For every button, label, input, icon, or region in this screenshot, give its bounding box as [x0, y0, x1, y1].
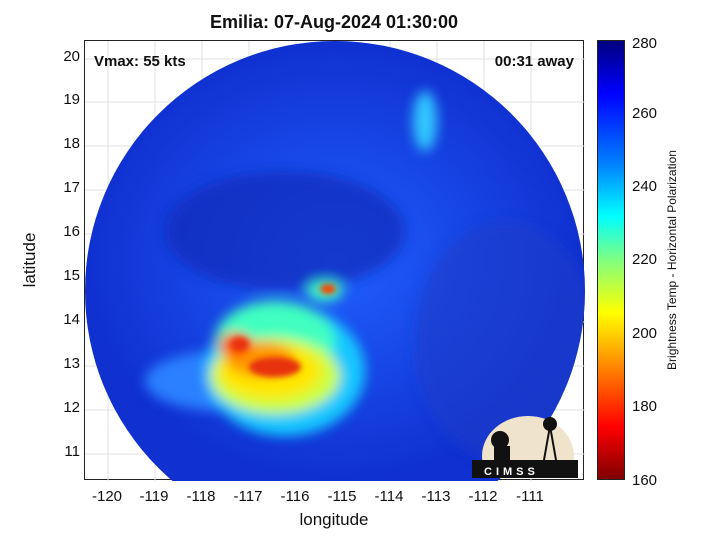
y-tick: 13: [63, 355, 80, 372]
y-tick: 14: [63, 311, 80, 328]
colorbar-tick: 200: [632, 325, 658, 342]
y-tick: 15: [63, 267, 80, 284]
colorbar-tick: 240: [632, 178, 658, 195]
vmax-label: Vmax: 55 kts: [94, 53, 186, 70]
colorbar-tick: 160: [632, 472, 658, 489]
x-tick: -114: [374, 488, 404, 505]
y-tick: 20: [63, 48, 80, 65]
x-tick: -113: [421, 488, 451, 505]
x-tick: -116: [280, 488, 310, 505]
x-tick: -115: [327, 488, 357, 505]
brightness-temperature-map: [85, 41, 585, 481]
time-offset-label: 00:31 away: [494, 53, 574, 70]
colorbar-tick: 180: [632, 398, 658, 415]
map-title: Emilia: 07-Aug-2024 01:30:00: [209, 12, 459, 32]
colorbar-label: Brightness Temp - Horizontal Polarizatio…: [665, 150, 679, 370]
x-axis-label: longitude: [299, 510, 369, 529]
x-tick: -118: [186, 488, 216, 505]
x-tick: -111: [516, 488, 544, 505]
x-tick: -112: [468, 488, 498, 505]
microwave-swath: [85, 41, 585, 481]
y-tick: 12: [63, 399, 80, 416]
colorbar-tick: 280: [632, 35, 658, 52]
colorbar-tick: 220: [632, 251, 658, 268]
y-tick: 11: [64, 443, 80, 460]
y-axis-label: latitude: [20, 232, 39, 288]
colorbar-tick: 260: [632, 105, 658, 122]
cimss-logo: [472, 416, 578, 478]
x-tick: -120: [91, 488, 123, 505]
x-tick: -119: [139, 488, 169, 505]
y-tick: 18: [63, 135, 80, 152]
logo-text: CIMSS: [484, 466, 539, 478]
y-tick: 17: [63, 179, 80, 196]
y-tick: 19: [63, 91, 80, 108]
colorbar: [597, 40, 625, 480]
y-tick: 16: [63, 223, 80, 240]
x-tick: -117: [233, 488, 263, 505]
map-plot-area: [84, 40, 585, 481]
